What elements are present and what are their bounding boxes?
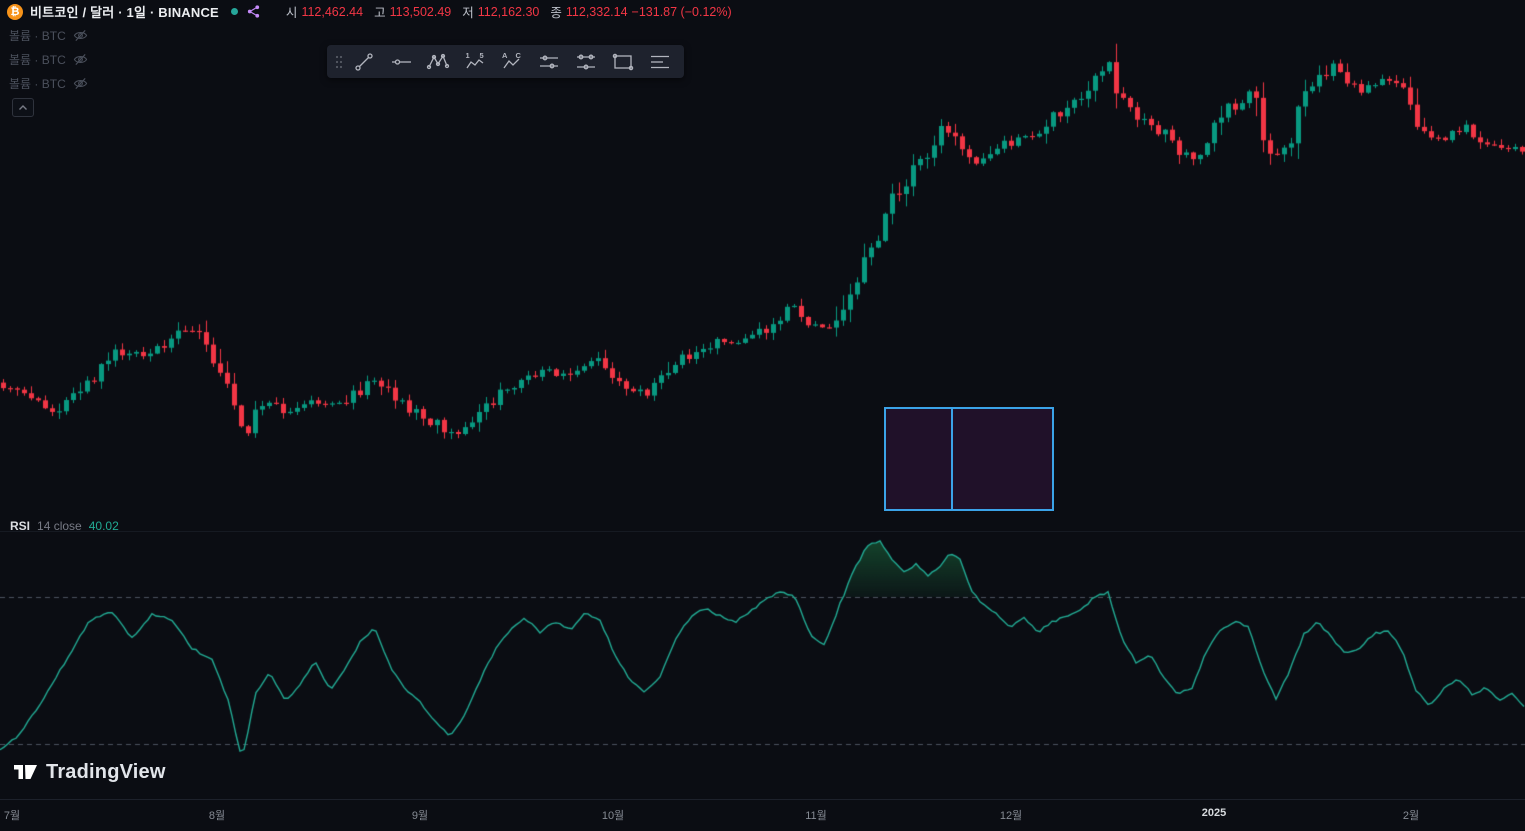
tradingview-logo[interactable]: TradingView — [13, 760, 166, 784]
close-value: 112,332.14 — [565, 4, 628, 19]
tradingview-logo-text: TradingView — [46, 760, 166, 783]
rsi-title: RSI — [10, 519, 31, 533]
rsi-indicator-legend[interactable]: RSI 14 close 40.02 — [10, 519, 119, 533]
chart-header: ₿ 비트코인 / 달러 · 1일 · BINANCE 시 112,462.44 … — [0, 0, 732, 23]
low-label: 저 — [462, 6, 474, 20]
svg-text:A: A — [502, 51, 508, 60]
open-value: 112,462.44 — [301, 4, 364, 19]
chevron-up-icon — [19, 105, 27, 110]
collapse-pane-button[interactable] — [12, 98, 34, 117]
rectangle-drawing[interactable] — [884, 407, 1054, 511]
time-axis-label: 8월 — [208, 810, 226, 822]
xabcd-pattern-tool-icon[interactable] — [419, 47, 456, 76]
eye-off-icon[interactable] — [73, 52, 88, 67]
pane-separator[interactable] — [0, 531, 1525, 532]
ohlc-readout: 시 112,462.44 고 113,502.49 저 112,162.30 종… — [279, 2, 732, 21]
parallel-channel-tool-icon[interactable] — [530, 47, 567, 76]
time-axis-label: 7월 — [3, 810, 21, 822]
disjoint-channel-tool-icon[interactable] — [567, 47, 604, 76]
tradingview-mark-icon — [14, 765, 37, 779]
legend-label: 볼륨 · BTC — [9, 77, 66, 91]
trend-line-tool-icon[interactable] — [345, 47, 382, 76]
bitcoin-logo-icon: ₿ — [7, 3, 23, 20]
rsi-params: 14 close — [37, 519, 82, 533]
legend-item-volume-3[interactable]: 볼륨 · BTC — [9, 75, 88, 92]
svg-text:5: 5 — [479, 51, 483, 60]
rsi-value: 40.02 — [88, 519, 119, 533]
svg-text:1: 1 — [465, 51, 469, 60]
legend-item-volume-2[interactable]: 볼륨 · BTC — [9, 51, 88, 68]
time-axis-label: 12월 — [999, 810, 1023, 822]
time-axis[interactable]: 7월 8월 9월 10월 11월 12월 2025 2월 — [0, 799, 1525, 831]
rectangle-drawing-divider[interactable] — [951, 409, 953, 509]
share-icon[interactable] — [246, 4, 261, 19]
rectangle-tool-icon[interactable] — [604, 47, 641, 76]
time-axis-label: 2월 — [1402, 810, 1420, 822]
change-value: −131.87 (−0.12%) — [631, 4, 732, 19]
time-axis-label: 11월 — [805, 810, 827, 822]
close-label: 종 — [550, 6, 562, 20]
symbol-title[interactable]: 비트코인 / 달러 · 1일 · BINANCE — [30, 5, 219, 20]
open-label: 시 — [285, 6, 298, 20]
eye-off-icon[interactable] — [73, 28, 88, 43]
multi-line-tool-icon[interactable] — [641, 47, 678, 76]
low-value: 112,162.30 — [477, 4, 540, 19]
high-value: 113,502.49 — [389, 4, 452, 19]
legend-label: 볼륨 · BTC — [9, 53, 66, 67]
horizontal-ray-tool-icon[interactable] — [382, 47, 419, 76]
market-status-dot[interactable] — [230, 8, 238, 15]
time-axis-label: 10월 — [601, 810, 625, 822]
toolbar-drag-handle[interactable] — [333, 49, 345, 75]
time-axis-label: 2025 — [1201, 807, 1227, 819]
svg-text:C: C — [515, 51, 521, 60]
eye-off-icon[interactable] — [73, 76, 88, 91]
time-axis-label: 9월 — [411, 810, 429, 822]
legend-label: 볼륨 · BTC — [9, 29, 66, 43]
legend-item-volume-1[interactable]: 볼륨 · BTC — [9, 27, 88, 44]
high-label: 고 — [374, 6, 386, 20]
